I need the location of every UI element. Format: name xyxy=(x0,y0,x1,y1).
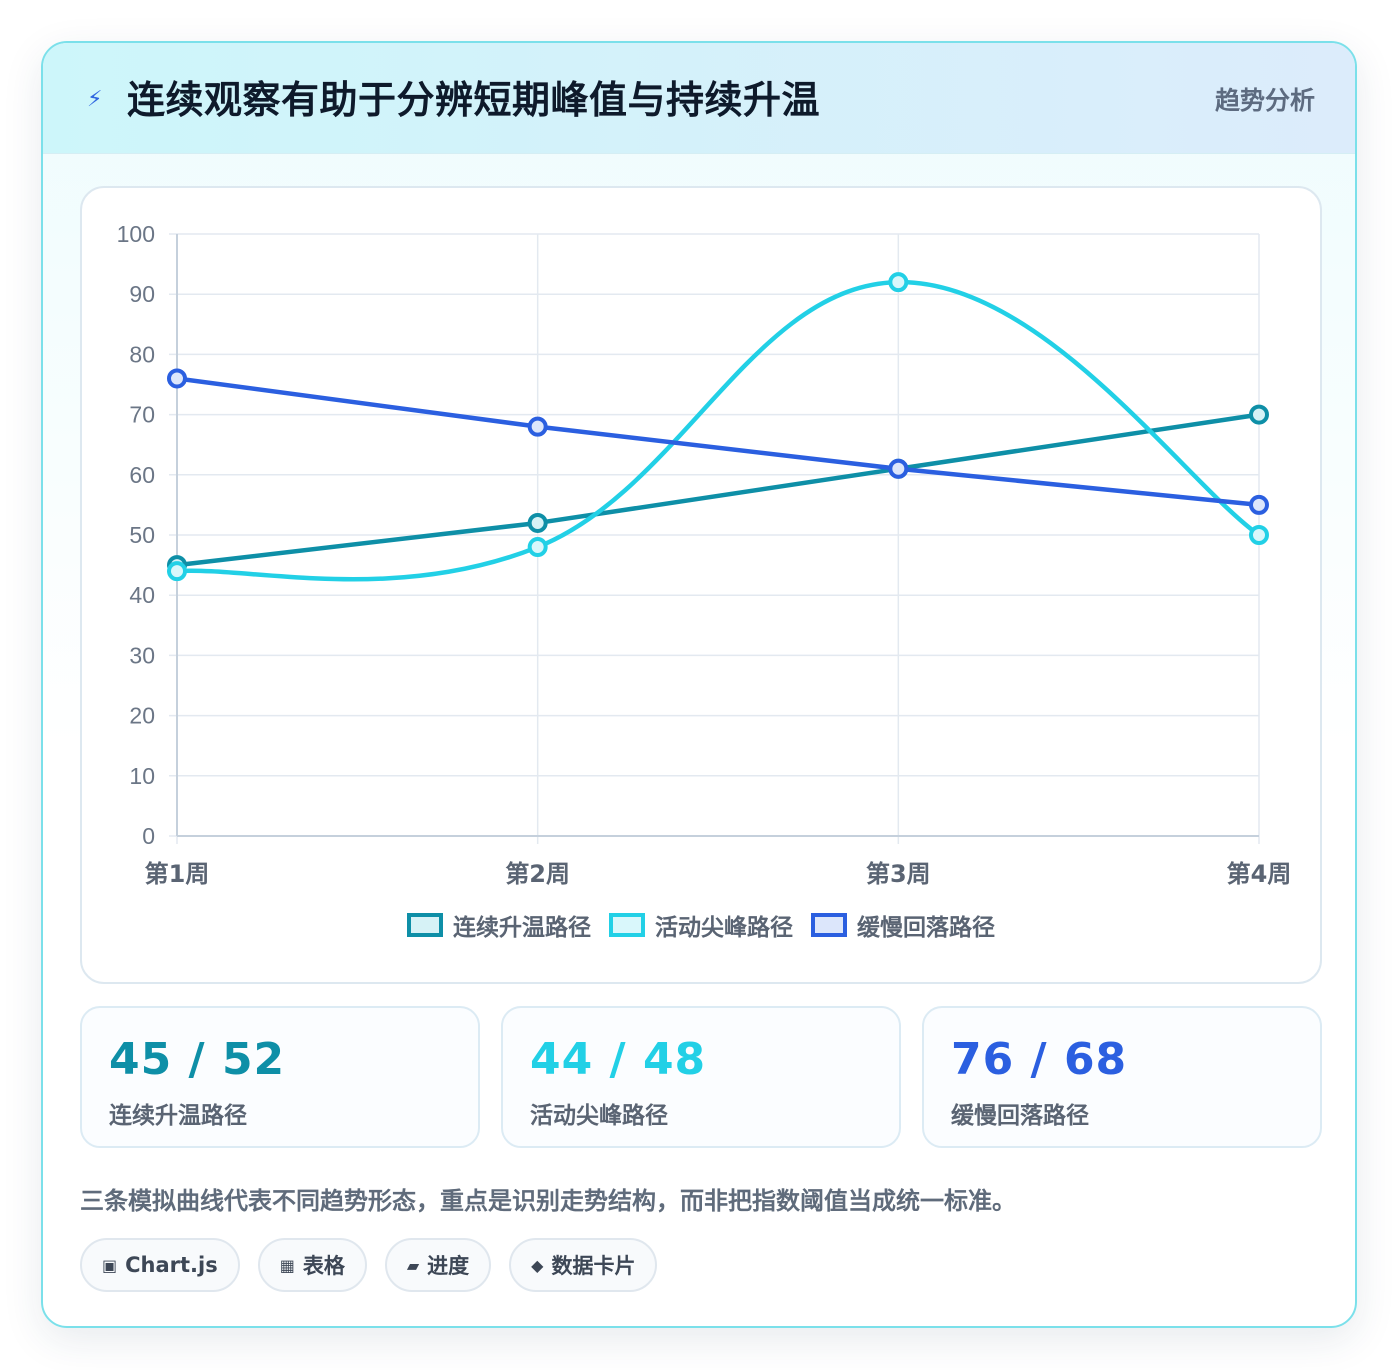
chart-legend: 连续升温路径 活动尖峰路径 缓慢回落路径 xyxy=(82,908,1320,942)
footnote: 三条模拟曲线代表不同趋势形态，重点是识别走势结构，而非把指数阈值当成统一标准。 xyxy=(80,1187,1016,1215)
y-tick-label: 80 xyxy=(129,341,155,367)
card-header: ⚡ 连续观察有助于分辨短期峰值与持续升温 趋势分析 xyxy=(43,43,1355,154)
y-tick-label: 40 xyxy=(129,582,155,608)
stat-label: 缓慢回落路径 xyxy=(951,1103,1089,1129)
stat-cards: 45 / 52 连续升温路径 44 / 48 活动尖峰路径 76 / 68 缓慢… xyxy=(80,1006,1322,1148)
y-tick-label: 30 xyxy=(129,642,155,668)
stat-value: 45 / 52 xyxy=(109,1034,286,1085)
y-tick-label: 0 xyxy=(142,823,155,849)
legend-label: 缓慢回落路径 xyxy=(857,915,995,941)
table-grid-icon: ▦ xyxy=(279,1255,295,1275)
chip-label: Chart.js xyxy=(125,1253,218,1277)
progress-bar-icon: ▰ xyxy=(406,1255,420,1275)
series-line-2 xyxy=(174,279,1262,582)
data-point-series-2 xyxy=(167,561,187,582)
data-point-series-3 xyxy=(167,368,187,389)
page-title: 连续观察有助于分辨短期峰值与持续升温 xyxy=(127,78,821,122)
trend-card: ⚡ 连续观察有助于分辨短期峰值与持续升温 趋势分析 0 10 20 30 40 50 60 7… xyxy=(41,41,1357,1328)
data-point-series-2 xyxy=(888,272,909,293)
series-line-1 xyxy=(174,412,1262,568)
stat-value: 44 / 48 xyxy=(530,1034,707,1085)
data-point-series-2 xyxy=(1249,525,1269,545)
data-point-series-1 xyxy=(527,512,548,533)
x-tick-label: 第1周 xyxy=(145,860,210,888)
legend-label: 活动尖峰路径 xyxy=(655,915,793,941)
data-point-series-3 xyxy=(1249,494,1269,515)
stat-card-decline: 76 / 68 缓慢回落路径 xyxy=(922,1006,1322,1148)
legend-item-3[interactable]: 缓慢回落路径 xyxy=(811,908,995,942)
data-point-series-3 xyxy=(888,458,909,479)
legend-item-2[interactable]: 活动尖峰路径 xyxy=(609,908,793,942)
stat-label: 连续升温路径 xyxy=(109,1103,247,1129)
legend-swatch xyxy=(407,913,443,937)
chart-panel: 0 10 20 30 40 50 60 70 80 90 100 第1周 第2周 第3周 第4周 连续升温路… xyxy=(80,186,1322,984)
tag-chips: ▣ Chart.js ▦ 表格 ▰ 进度 ◆ 数据卡片 xyxy=(80,1238,658,1292)
data-point-series-1 xyxy=(1249,404,1269,425)
series-line-3 xyxy=(174,376,1262,508)
diamond-icon: ◆ xyxy=(531,1255,544,1275)
y-tick-label: 10 xyxy=(129,763,155,789)
stat-label: 活动尖峰路径 xyxy=(530,1103,668,1129)
y-tick-label: 50 xyxy=(129,522,155,548)
chart-square-icon: ▣ xyxy=(102,1255,118,1275)
data-point-series-3 xyxy=(527,416,548,437)
y-tick-label: 20 xyxy=(129,703,155,729)
legend-label: 连续升温路径 xyxy=(453,915,591,941)
y-tick-label: 60 xyxy=(129,462,155,488)
y-tick-label: 90 xyxy=(129,281,155,307)
stat-value: 76 / 68 xyxy=(951,1034,1128,1085)
line-chart: 0 10 20 30 40 50 60 70 80 90 100 第1周 第2周 第3周 第4周 xyxy=(117,221,1292,888)
stat-card-warming: 45 / 52 连续升温路径 xyxy=(80,1006,480,1148)
chip-progress[interactable]: ▰ 进度 xyxy=(384,1238,492,1292)
chip-label: 数据卡片 xyxy=(551,1254,636,1278)
x-tick-label: 第3周 xyxy=(866,860,931,888)
y-tick-label: 70 xyxy=(129,402,155,428)
x-tick-label: 第2周 xyxy=(505,860,570,888)
stat-card-spike: 44 / 48 活动尖峰路径 xyxy=(501,1006,901,1148)
legend-item-1[interactable]: 连续升温路径 xyxy=(407,908,591,942)
chip-label: 进度 xyxy=(427,1254,470,1278)
chip-data-card[interactable]: ◆ 数据卡片 xyxy=(509,1238,658,1292)
lightning-icon: ⚡ xyxy=(87,87,103,112)
legend-swatch xyxy=(609,913,645,937)
y-tick-label: 100 xyxy=(117,221,155,247)
x-tick-label: 第4周 xyxy=(1227,860,1292,888)
legend-swatch xyxy=(811,913,847,937)
chip-chartjs[interactable]: ▣ Chart.js xyxy=(80,1238,240,1292)
chip-table[interactable]: ▦ 表格 xyxy=(257,1238,367,1292)
data-point-series-2 xyxy=(527,537,548,558)
chip-label: 表格 xyxy=(302,1254,345,1278)
category-tag: 趋势分析 xyxy=(1214,86,1315,115)
